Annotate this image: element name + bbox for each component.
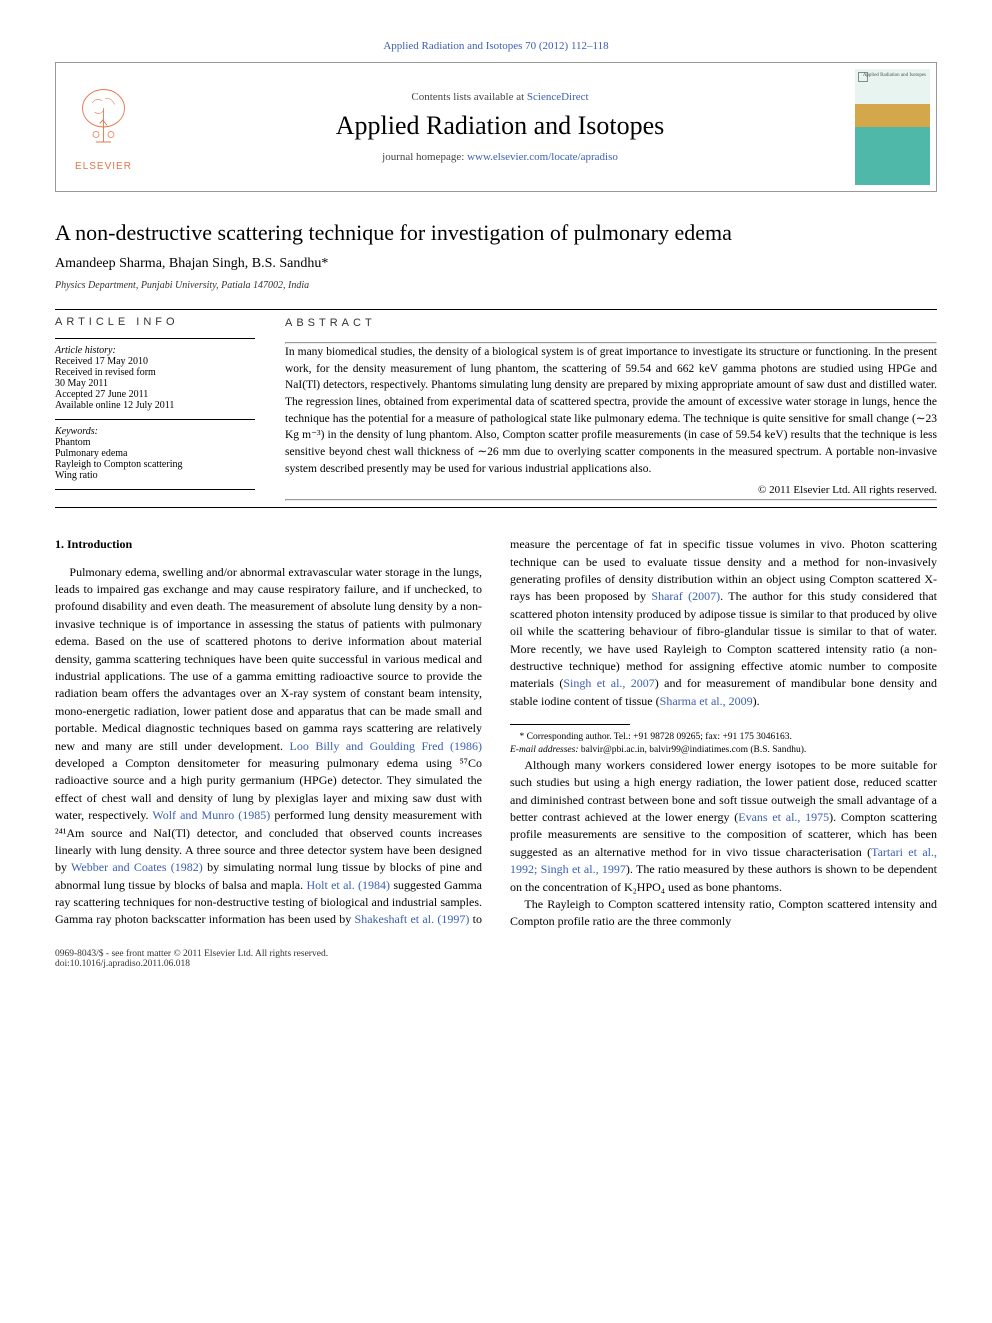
header-center: Contents lists available at ScienceDirec…: [151, 63, 849, 191]
ref-webber-coates[interactable]: Webber and Coates (1982): [71, 860, 203, 874]
corr-text: * Corresponding author. Tel.: +91 98728 …: [520, 732, 792, 742]
doi-line: doi:10.1016/j.apradiso.2011.06.018: [55, 959, 190, 969]
journal-cover-thumbnail: Applied Radiation and Isotopes: [855, 69, 930, 185]
keyword-3: Rayleigh to Compton scattering: [55, 459, 182, 470]
corresponding-asterisk: *: [321, 256, 328, 271]
abstract-copyright: © 2011 Elsevier Ltd. All rights reserved…: [285, 483, 937, 499]
accepted-date: Accepted 27 June 2011: [55, 389, 148, 400]
footnote-rule: [510, 724, 630, 725]
cover-text: Applied Radiation and Isotopes: [863, 73, 926, 78]
abstract-text: In many biomedical studies, the density …: [285, 344, 937, 477]
issn-line: 0969-8043/$ - see front matter © 2011 El…: [55, 949, 328, 959]
info-divider-3: [55, 489, 255, 490]
ref-singh-2007[interactable]: Singh et al., 2007: [563, 676, 654, 690]
online-date: Available online 12 July 2011: [55, 400, 174, 411]
article-history: Article history: Received 17 May 2010 Re…: [55, 345, 255, 411]
ref-loo-goulding[interactable]: Loo Billy and Goulding Fred (1986): [289, 739, 482, 753]
homepage-line: journal homepage: www.elsevier.com/locat…: [382, 151, 618, 163]
journal-header-box: ELSEVIER Contents lists available at Sci…: [55, 62, 937, 192]
authors: Amandeep Sharma, Bhajan Singh, B.S. Sand…: [55, 256, 937, 272]
info-divider-1: [55, 338, 255, 339]
info-abstract-row: article info Article history: Received 1…: [55, 316, 937, 501]
citation-text[interactable]: Applied Radiation and Isotopes 70 (2012)…: [383, 40, 608, 52]
received-date: Received 17 May 2010: [55, 356, 148, 367]
divider-top: [55, 309, 937, 310]
keywords: Keywords: Phantom Pulmonary edema Raylei…: [55, 426, 255, 481]
corresponding-footnote: * Corresponding author. Tel.: +91 98728 …: [510, 731, 937, 757]
footer: 0969-8043/$ - see front matter © 2011 El…: [55, 949, 937, 969]
elsevier-tree-icon: [66, 82, 141, 157]
elsevier-label: ELSEVIER: [75, 161, 132, 172]
article-title: A non-destructive scattering technique f…: [55, 220, 937, 246]
ref-holt[interactable]: Holt et al. (1984): [306, 878, 390, 892]
revised-line1: Received in revised form: [55, 367, 156, 378]
journal-title: Applied Radiation and Isotopes: [336, 111, 665, 141]
divider-bottom: [55, 507, 937, 508]
ref-sharaf[interactable]: Sharaf (2007): [651, 589, 720, 603]
p2f: ).: [753, 694, 760, 708]
affiliation: Physics Department, Punjabi University, …: [55, 280, 937, 291]
ref-sharma-2009[interactable]: Sharma et al., 2009: [660, 694, 753, 708]
keyword-4: Wing ratio: [55, 470, 98, 481]
abstract: abstract In many biomedical studies, the…: [285, 316, 937, 501]
contents-line: Contents lists available at ScienceDirec…: [411, 91, 588, 103]
authors-list: Amandeep Sharma, Bhajan Singh, B.S. Sand…: [55, 256, 321, 271]
info-divider-2: [55, 419, 255, 420]
keyword-2: Pulmonary edema: [55, 448, 127, 459]
homepage-link[interactable]: www.elsevier.com/locate/apradiso: [467, 151, 618, 163]
homepage-prefix: journal homepage:: [382, 151, 467, 163]
article-info: article info Article history: Received 1…: [55, 316, 255, 501]
body-text: 1. Introduction Pulmonary edema, swellin…: [55, 536, 937, 930]
journal-citation: Applied Radiation and Isotopes 70 (2012)…: [55, 40, 937, 52]
ref-shakeshaft[interactable]: Shakeshaft et al. (1997): [355, 912, 470, 926]
history-label: Article history:: [55, 345, 116, 356]
keyword-1: Phantom: [55, 437, 91, 448]
abstract-divider-bottom: [285, 499, 937, 501]
keywords-label: Keywords:: [55, 426, 98, 437]
ref-evans[interactable]: Evans et al., 1975: [738, 810, 829, 824]
article-info-heading: article info: [55, 316, 255, 328]
elsevier-logo: ELSEVIER: [56, 63, 151, 191]
paragraph-3: Although many workers considered lower e…: [510, 757, 937, 896]
revised-line2: 30 May 2011: [55, 378, 108, 389]
email-text: balvir@pbi.ac.in, balvir99@indiatimes.co…: [579, 745, 807, 755]
sciencedirect-link[interactable]: ScienceDirect: [527, 91, 589, 103]
p1d: by simulating normal lung tissue by bloc…: [203, 860, 465, 874]
abstract-heading: abstract: [285, 316, 937, 332]
ref-wolf-munro[interactable]: Wolf and Munro (1985): [152, 808, 270, 822]
intro-heading: 1. Introduction: [55, 536, 482, 553]
contents-prefix: Contents lists available at: [411, 91, 526, 103]
email-label: E-mail addresses:: [510, 745, 579, 755]
paragraph-4: The Rayleigh to Compton scattered intens…: [510, 896, 937, 931]
p1a: Pulmonary edema, swelling and/or abnorma…: [55, 565, 482, 753]
